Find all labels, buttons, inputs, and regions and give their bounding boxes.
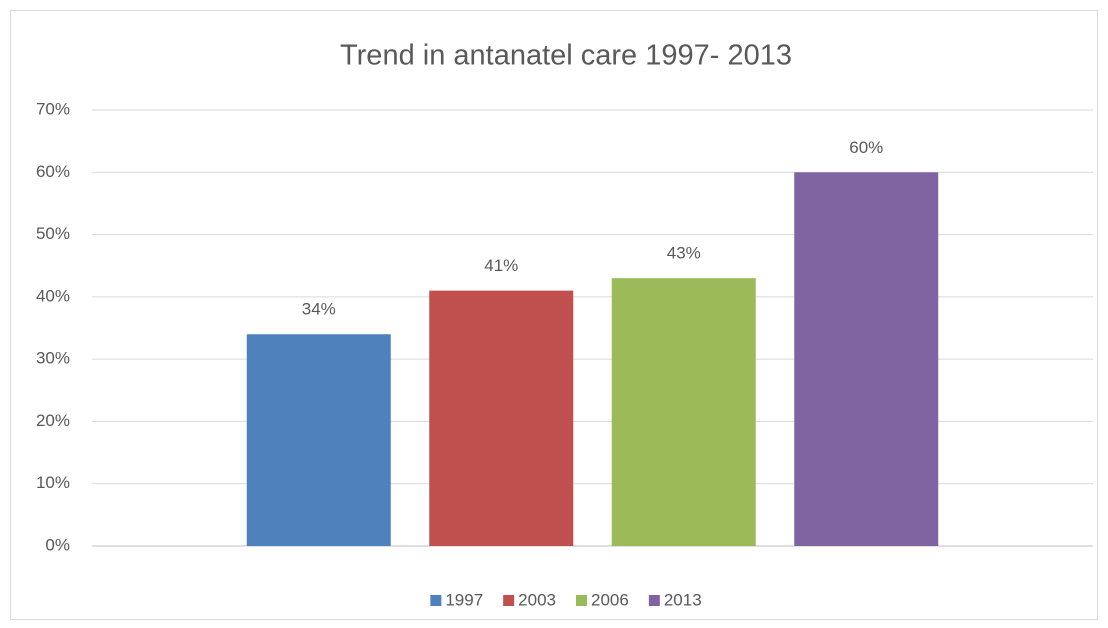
legend-label: 2013 [664, 590, 702, 609]
y-tick-label: 10% [36, 473, 70, 492]
legend-swatch [503, 595, 515, 606]
y-tick-label: 60% [36, 162, 70, 181]
y-tick-label: 0% [45, 535, 70, 554]
data-label: 41% [484, 256, 518, 275]
bar [794, 172, 939, 547]
bar [429, 290, 574, 546]
y-tick-label: 50% [36, 224, 70, 243]
legend-label: 2003 [518, 590, 556, 609]
data-label: 34% [302, 300, 336, 319]
y-tick-label: 70% [36, 99, 70, 118]
chart-title: Trend in antanatel care 1997- 2013 [340, 40, 792, 72]
legend-label: 1997 [445, 590, 483, 609]
y-tick-label: 30% [36, 349, 70, 368]
data-label: 43% [667, 244, 701, 263]
y-tick-label: 20% [36, 411, 70, 430]
legend-swatch [576, 595, 587, 606]
y-tick-label: 40% [36, 286, 70, 305]
data-label: 60% [849, 138, 883, 157]
legend-swatch [430, 595, 442, 606]
legend-swatch [648, 595, 660, 606]
legend-label: 2006 [591, 590, 629, 609]
bar [611, 278, 756, 546]
bar [246, 334, 391, 546]
